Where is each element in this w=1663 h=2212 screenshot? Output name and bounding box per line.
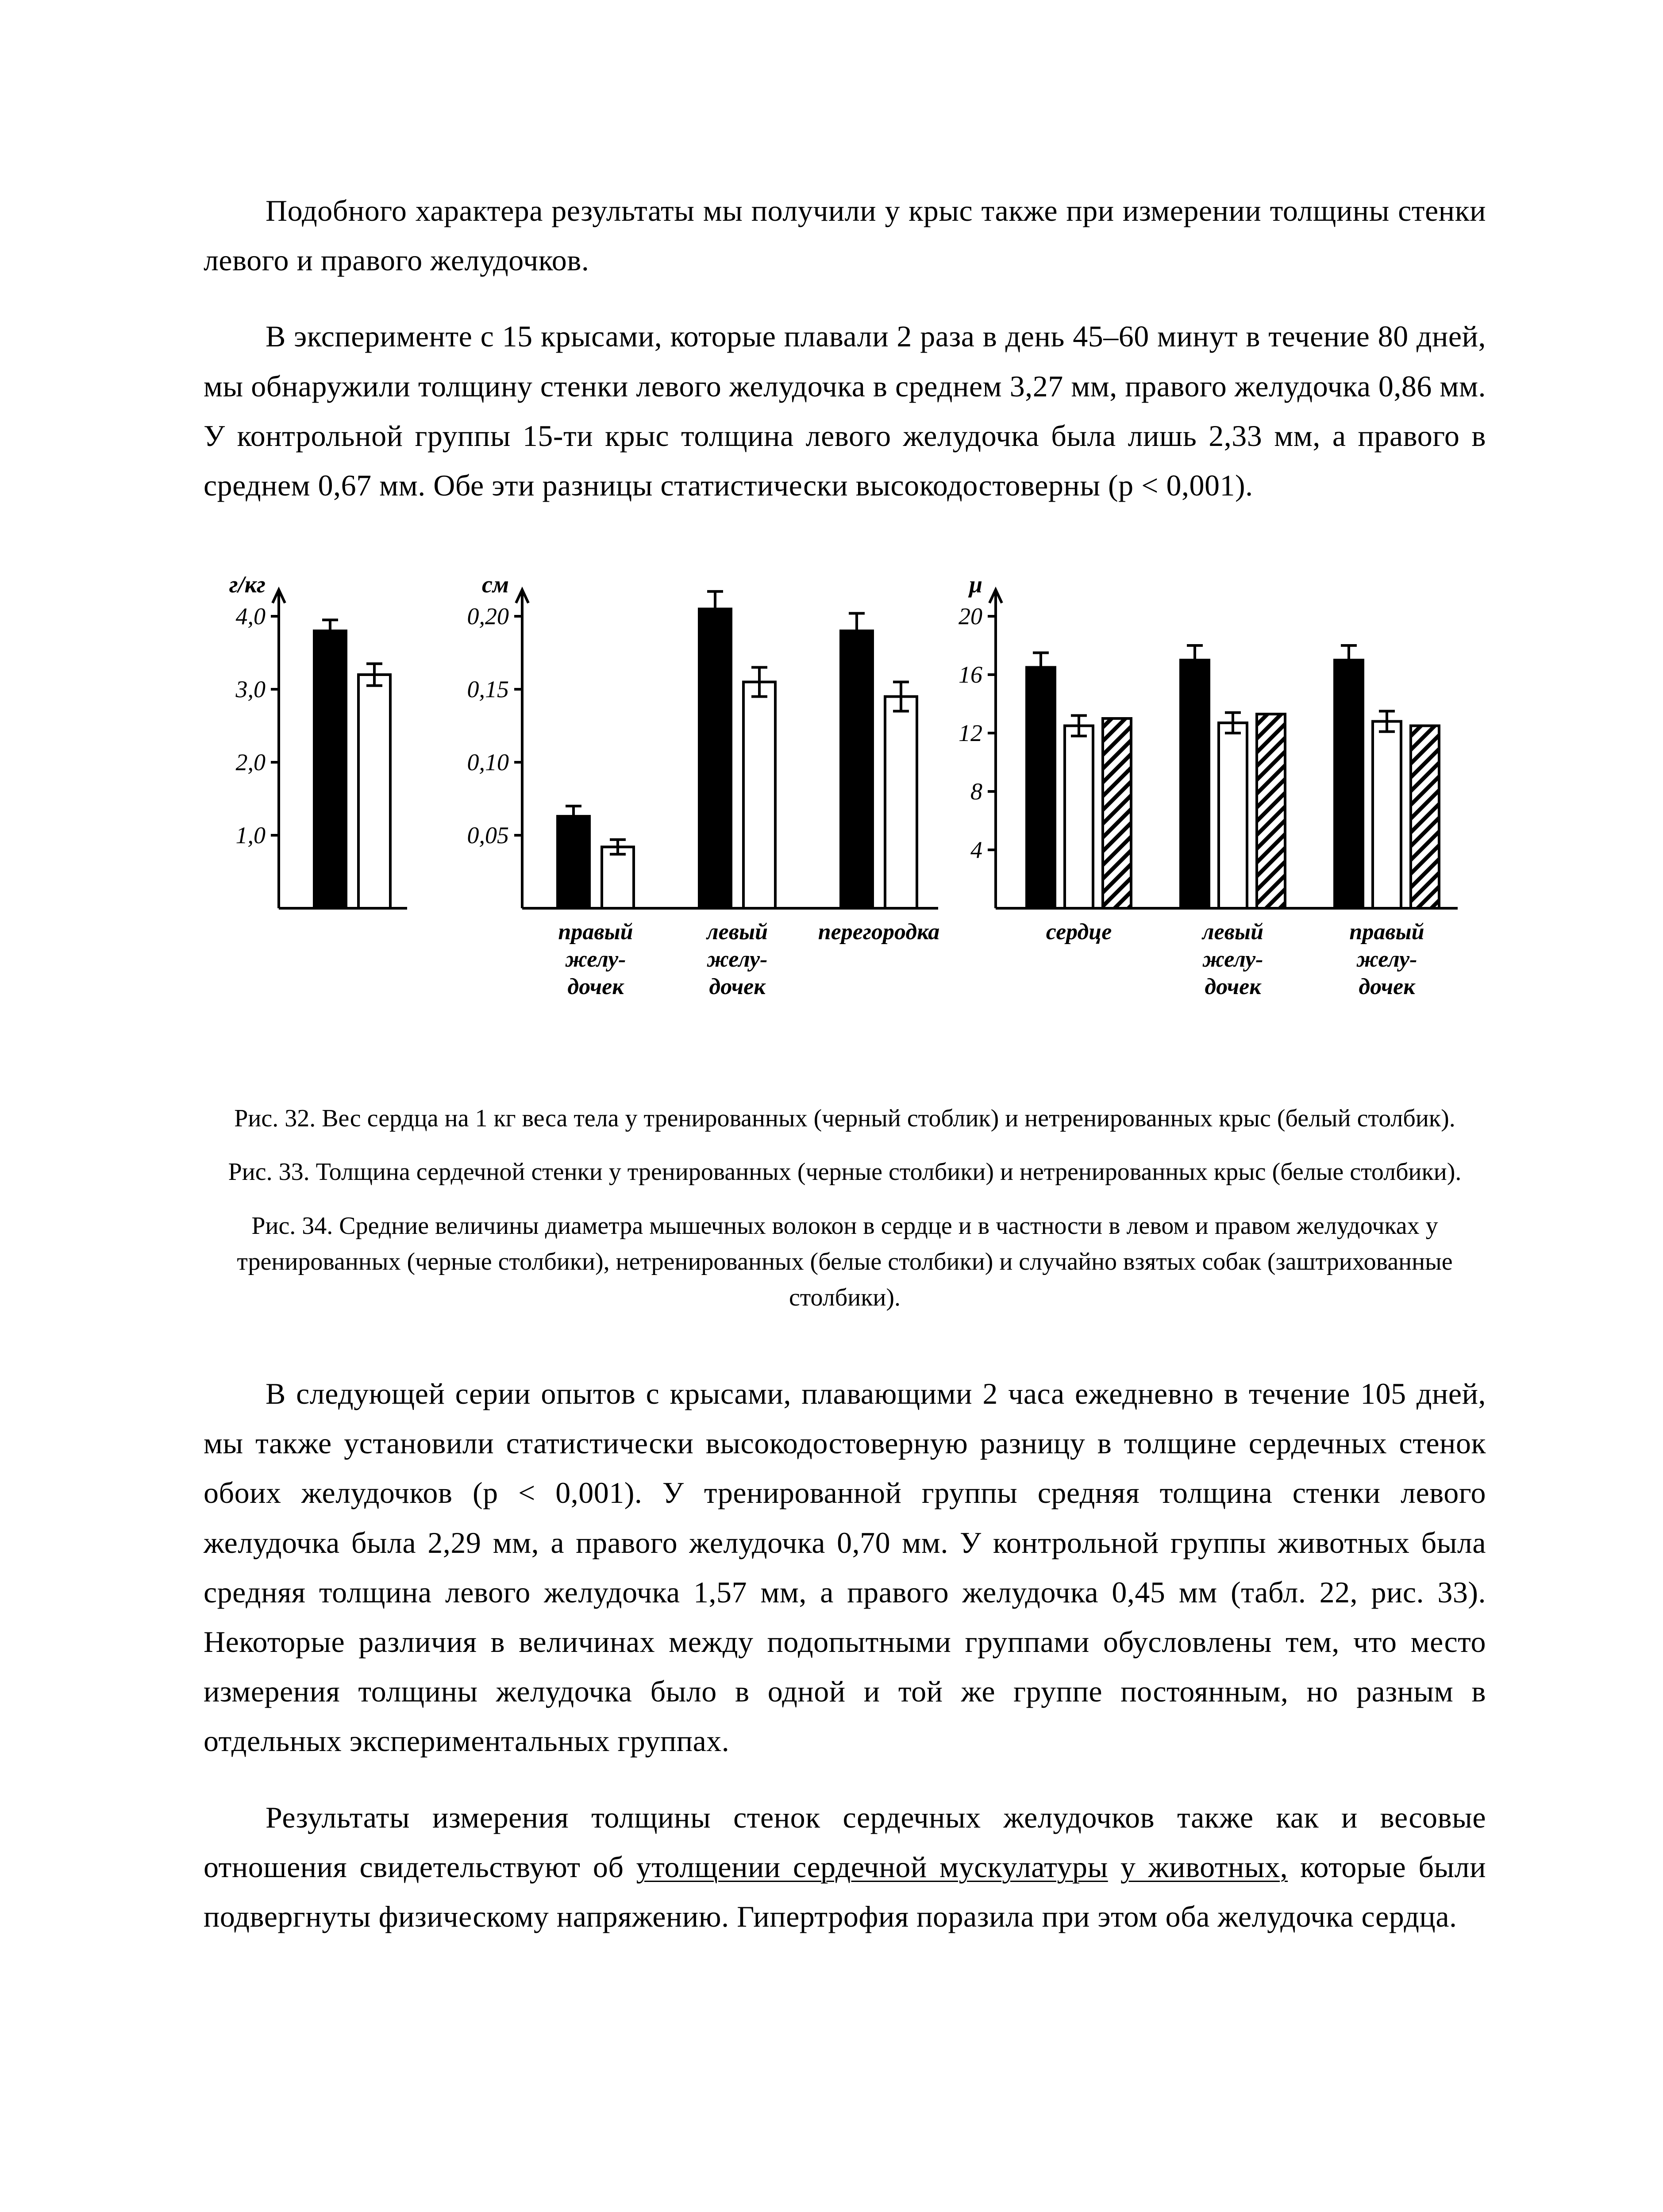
svg-text:правый: правый xyxy=(558,919,633,945)
svg-text:3,0: 3,0 xyxy=(235,676,266,703)
svg-text:0,20: 0,20 xyxy=(467,603,509,630)
svg-text:8: 8 xyxy=(970,778,982,805)
figure-row: 1,0 2,0 3,0 4,0 г/кг 0,05 0,10 0,15 0,20 см правый… xyxy=(204,550,1486,1074)
p4b xyxy=(1108,1850,1120,1884)
paragraph-2: В эксперименте с 15 крысами, которые пла… xyxy=(204,311,1486,510)
svg-text:перегородка: перегородка xyxy=(818,919,939,945)
caption-fig32: Рис. 32. Вес сердца на 1 кг веса тела у … xyxy=(204,1101,1486,1137)
p2-text: В эксперименте с 15 крысами, которые пла… xyxy=(204,319,1486,502)
svg-text:желу-: желу- xyxy=(1202,947,1263,972)
p1-text: Подобного характера результаты мы получи… xyxy=(204,194,1486,277)
svg-text:4: 4 xyxy=(970,837,982,863)
svg-text:12: 12 xyxy=(959,720,982,746)
svg-text:дочек: дочек xyxy=(1205,974,1262,999)
paragraph-1: Подобного характера результаты мы получи… xyxy=(204,186,1486,285)
charts-svg: 1,0 2,0 3,0 4,0 г/кг 0,05 0,10 0,15 0,20 см правый… xyxy=(204,550,1487,1072)
svg-text:20: 20 xyxy=(959,603,982,630)
svg-text:4,0: 4,0 xyxy=(236,603,266,630)
svg-text:см: см xyxy=(482,571,509,598)
svg-text:дочек: дочек xyxy=(709,974,766,999)
svg-text:г/кг: г/кг xyxy=(229,571,266,598)
svg-text:дочек: дочек xyxy=(1359,974,1416,999)
svg-text:μ: μ xyxy=(968,571,982,598)
p4-u1: утолщении сердечной мускулатуры xyxy=(636,1850,1108,1884)
svg-text:0,05: 0,05 xyxy=(467,822,509,849)
svg-text:желу-: желу- xyxy=(565,947,626,972)
svg-text:16: 16 xyxy=(959,661,982,688)
svg-text:1,0: 1,0 xyxy=(236,822,266,849)
svg-text:0,15: 0,15 xyxy=(467,676,509,703)
page: Подобного характера результаты мы получи… xyxy=(0,0,1663,2212)
svg-text:2,0: 2,0 xyxy=(236,749,266,776)
paragraph-3: В следующей серии опытов с крысами, плав… xyxy=(204,1369,1486,1766)
svg-text:дочек: дочек xyxy=(567,974,624,999)
svg-text:0,10: 0,10 xyxy=(467,749,509,776)
paragraph-4: Результаты измерения толщины стенок серд… xyxy=(204,1793,1486,1942)
caption-fig33: Рис. 33. Толщина сердечной стенки у трен… xyxy=(204,1154,1486,1190)
caption-fig34: Рис. 34. Средние величины диаметра мышеч… xyxy=(204,1208,1486,1316)
svg-text:левый: левый xyxy=(706,919,768,945)
svg-text:сердце: сердце xyxy=(1046,919,1112,945)
svg-text:левый: левый xyxy=(1201,919,1263,945)
p3-text: В следующей серии опытов с крысами, плав… xyxy=(204,1377,1486,1758)
svg-text:правый: правый xyxy=(1349,919,1424,945)
svg-text:желу-: желу- xyxy=(1356,947,1417,972)
svg-text:желу-: желу- xyxy=(706,947,767,972)
p4-u2: у животных, xyxy=(1120,1850,1288,1884)
